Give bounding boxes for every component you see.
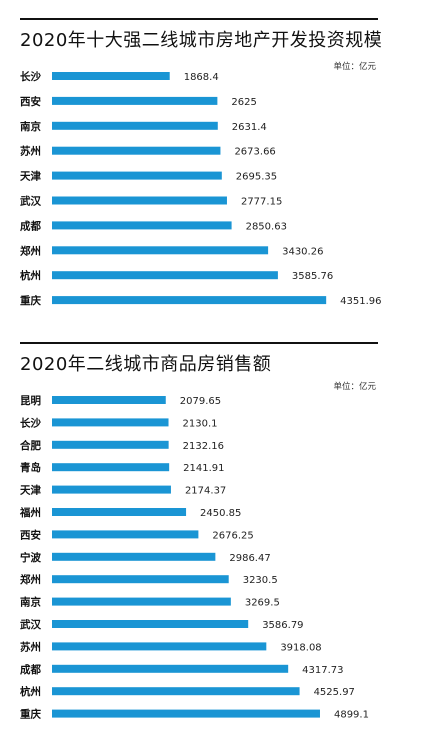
value-label: 2850.63 (246, 221, 287, 232)
value-label: 3230.5 (243, 575, 278, 586)
category-label: 成都 (20, 219, 41, 232)
bar (52, 664, 289, 673)
value-label: 2673.66 (234, 147, 275, 158)
bar (52, 508, 187, 516)
category-label: 西安 (20, 528, 41, 541)
bar (52, 418, 169, 427)
bar (52, 121, 218, 130)
category-label: 苏州 (20, 145, 41, 158)
value-label: 4351.96 (340, 296, 381, 307)
value-label: 2986.47 (229, 553, 270, 564)
chart2-plot: 昆明 2079.65 长沙 2130.1 合肥 2132.16 青岛 2141.91 天津 217… (19, 395, 369, 721)
chart1-unit-label: 单位：亿元 (333, 62, 376, 72)
value-label: 2079.65 (180, 396, 221, 407)
category-label: 长沙 (20, 70, 41, 83)
value-label: 4525.97 (314, 687, 355, 698)
value-label: 3586.79 (262, 620, 303, 631)
value-label: 2141.91 (183, 463, 224, 474)
category-label: 重庆 (20, 294, 41, 307)
bar (52, 396, 166, 404)
value-label: 2132.16 (183, 441, 224, 452)
chart1-plot: 长沙 1868.4 西安 2625 南京 2631.4 苏州 2673.66 天津 2695.35… (20, 70, 382, 307)
value-label: 2450.85 (200, 508, 241, 519)
chart1-top-rule (20, 18, 378, 20)
bar (52, 246, 269, 255)
category-label: 青岛 (20, 461, 41, 474)
bar (52, 575, 229, 584)
category-label: 成都 (20, 663, 41, 676)
category-label: 杭州 (20, 269, 41, 282)
category-label: 南京 (20, 596, 41, 609)
category-label: 郑州 (20, 573, 41, 586)
category-label: 南京 (20, 120, 41, 133)
chart2-title: 2020年二线城市商品房销售额 (20, 354, 272, 375)
value-label: 2174.37 (185, 486, 226, 497)
value-label: 4317.73 (302, 665, 343, 676)
value-label: 2625 (231, 97, 256, 108)
bar (52, 463, 170, 472)
value-label: 2777.15 (241, 197, 282, 208)
value-label: 2695.35 (236, 172, 277, 183)
category-label: 天津 (20, 170, 41, 183)
bar (52, 296, 327, 305)
bar (52, 146, 221, 155)
category-label: 天津 (20, 484, 41, 497)
value-label: 3918.08 (280, 642, 321, 653)
chart1-title: 2020年十大强二线城市房地产开发投资规模 (20, 30, 383, 51)
chart2-top-rule (20, 342, 378, 344)
bar (52, 196, 227, 205)
bar (52, 271, 278, 280)
bar (52, 620, 249, 628)
bar (52, 687, 300, 696)
bar (52, 440, 169, 449)
value-label: 3585.76 (292, 271, 333, 282)
value-label: 2676.25 (212, 530, 253, 541)
bar (52, 597, 231, 606)
category-label: 合肥 (19, 439, 41, 452)
value-label: 3269.5 (245, 598, 280, 609)
category-label: 武汉 (20, 618, 41, 631)
category-label: 福州 (19, 506, 41, 519)
category-label: 长沙 (20, 416, 41, 429)
bar (52, 221, 232, 230)
bar (52, 709, 320, 718)
category-label: 重庆 (20, 708, 41, 721)
value-label: 1868.4 (184, 72, 219, 83)
category-label: 武汉 (20, 195, 41, 208)
bar (52, 171, 222, 180)
category-label: 苏州 (20, 640, 41, 653)
category-label: 昆明 (20, 395, 41, 407)
bar (52, 96, 218, 105)
category-label: 郑州 (20, 244, 41, 257)
category-label: 西安 (20, 95, 41, 108)
value-label: 3430.26 (282, 246, 323, 257)
bar (52, 642, 267, 651)
category-label: 宁波 (20, 551, 41, 564)
bar (52, 72, 170, 80)
value-label: 2130.1 (183, 418, 218, 429)
value-label: 4899.1 (334, 710, 369, 721)
bar (52, 485, 171, 494)
value-label: 2631.4 (232, 122, 267, 133)
bar (52, 552, 216, 561)
bar (52, 530, 199, 539)
category-label: 杭州 (20, 685, 41, 698)
chart2-unit-label: 单位：亿元 (333, 382, 376, 392)
